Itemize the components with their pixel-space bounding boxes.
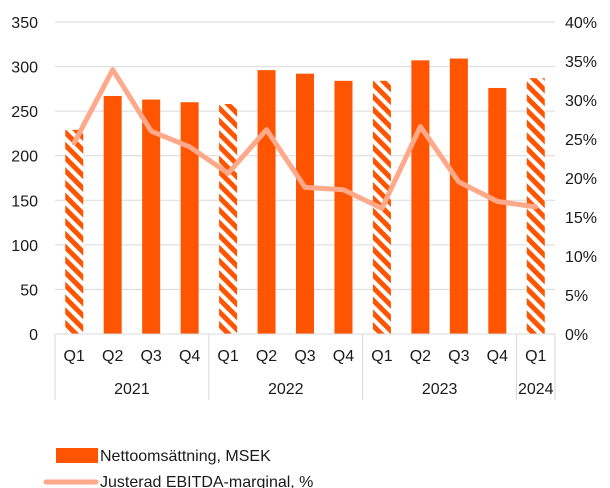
bar-series — [65, 58, 545, 335]
legend-label: Nettoomsättning, MSEK — [100, 448, 271, 465]
y-right-tick-label: 0% — [565, 327, 588, 344]
y-left-tick-label: 50 — [20, 282, 38, 299]
x-tick-label: Q3 — [294, 348, 315, 365]
x-tick-label: Q2 — [410, 348, 431, 365]
y-left-tick-label: 0 — [29, 327, 38, 344]
x-tick-label: Q2 — [256, 348, 277, 365]
y-right-tick-label: 15% — [565, 210, 597, 227]
bar — [296, 73, 314, 335]
legend: Nettoomsättning, MSEK Justerad EBITDA-mar… — [43, 448, 313, 488]
y-left-tick-label: 100 — [11, 238, 38, 255]
year-label: 2022 — [268, 381, 304, 398]
bar — [219, 104, 238, 334]
year-label: 2021 — [114, 381, 150, 398]
bar — [449, 58, 468, 334]
y-left-tick-label: 350 — [11, 15, 38, 32]
bar — [334, 80, 353, 334]
y-left-tick-label: 250 — [11, 104, 38, 121]
bar — [103, 95, 122, 334]
x-tick-label: Q4 — [487, 348, 508, 365]
y-right-tick-label: 20% — [565, 171, 597, 188]
bar — [65, 129, 84, 334]
y-left-tick-label: 300 — [11, 60, 38, 77]
x-tick-label: Q1 — [64, 348, 85, 365]
legend-label: Justerad EBITDA-marginal, % — [100, 474, 313, 488]
y-right-tick-label: 10% — [565, 249, 597, 266]
y-right-tick-label: 40% — [565, 15, 597, 32]
x-tick-label: Q3 — [448, 348, 469, 365]
x-tick-label: Q1 — [371, 348, 392, 365]
y-right-tick-label: 5% — [565, 288, 588, 305]
bar — [180, 102, 199, 334]
x-tick-label: Q3 — [140, 348, 161, 365]
bar — [257, 70, 276, 334]
x-tick-label: Q4 — [333, 348, 354, 365]
year-label: 2024 — [518, 381, 554, 398]
y-right-tick-label: 30% — [565, 93, 597, 110]
x-tick-label: Q1 — [217, 348, 238, 365]
x-tick-label: Q4 — [179, 348, 200, 365]
year-label: 2023 — [422, 381, 458, 398]
axes: 0 50 100 150 200 250 300 350 0% 5% 10% 15% 20% 25% 30%… — [11, 15, 597, 400]
y-left-tick-label: 200 — [11, 149, 38, 166]
y-right-tick-label: 35% — [565, 54, 597, 71]
legend-swatch-bar — [56, 448, 98, 463]
y-left-tick-label: 150 — [11, 193, 38, 210]
x-tick-label: Q2 — [102, 348, 123, 365]
bar — [488, 87, 507, 334]
x-tick-label: Q1 — [525, 348, 546, 365]
bar — [411, 60, 430, 335]
line-series — [71, 67, 539, 211]
bar — [142, 99, 161, 334]
y-right-tick-label: 25% — [565, 132, 597, 149]
ebitda-margin-line — [71, 67, 539, 211]
